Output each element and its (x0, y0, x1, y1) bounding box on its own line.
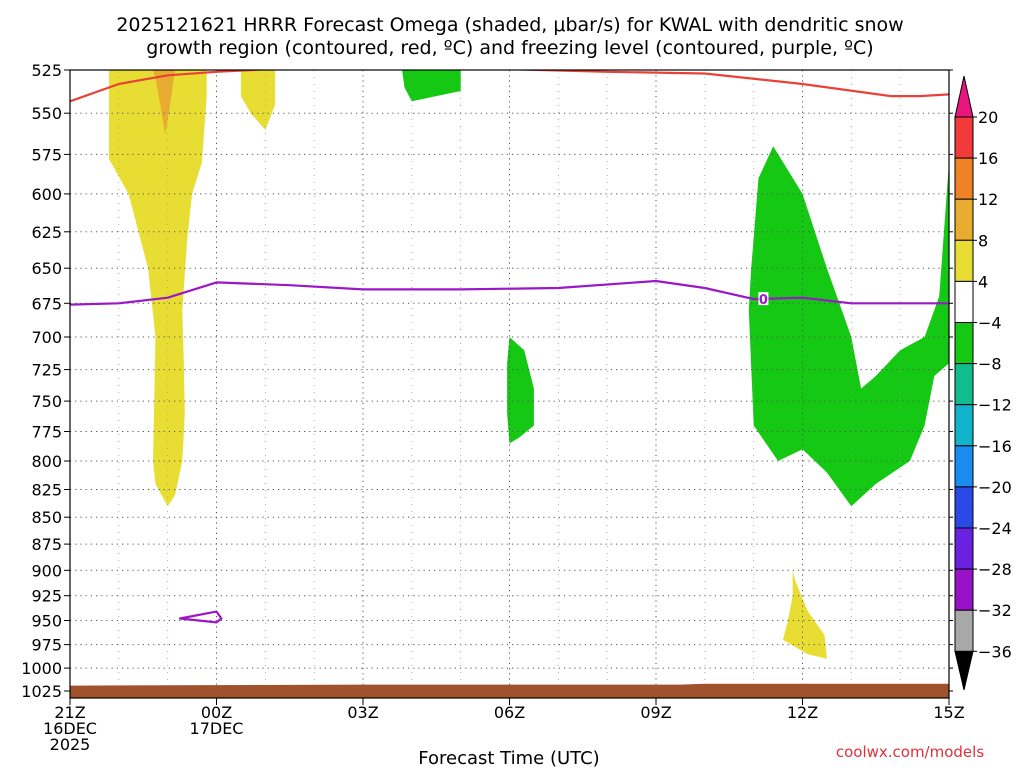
colorbar-label-10: −24 (978, 519, 1012, 538)
colorbar-label-9: −20 (978, 478, 1012, 497)
y-tick-label-8: 725 (31, 361, 62, 380)
y-tick-label-19: 1000 (21, 659, 62, 678)
y-tick-label-3: 600 (31, 185, 62, 204)
colorbar-label-3: 8 (978, 231, 988, 250)
colorbar-label-5: −4 (978, 314, 1002, 333)
shaded-region-6 (748, 146, 949, 507)
x-tick-label-0-1: 16DEC (43, 719, 97, 738)
x-axis-label: Forecast Time (UTC) (418, 748, 599, 768)
shaded-region-2 (240, 70, 276, 130)
colorbar-swatch-9 (954, 486, 974, 529)
chart-title-line-2: growth region (contoured, red, ºC) and f… (146, 37, 873, 59)
terrain-layer (70, 683, 949, 698)
contour-line-1 (70, 279, 949, 306)
contour-lines: 0 (70, 70, 949, 624)
y-tick-label-1: 550 (31, 104, 62, 123)
colorbar-label-0: 20 (978, 108, 998, 127)
colorbar-swatch-6 (954, 363, 974, 406)
colorbar-label-6: −8 (978, 355, 1002, 374)
y-tick-label-10: 775 (31, 423, 62, 442)
colorbar-label-8: −16 (978, 437, 1012, 456)
x-tick-label-4-0: 09Z (640, 703, 671, 722)
y-tick-label-12: 825 (31, 481, 62, 500)
colorbar: 20 16 12 8 4 −4 −8 −12 −16 −20 −24 −28 −32 −36 (954, 75, 1012, 691)
y-tick-label-13: 850 (31, 508, 62, 527)
omega-shading (109, 70, 949, 659)
x-tick-label-6-0: 15Z (933, 703, 964, 722)
colorbar-swatch-4 (954, 280, 974, 323)
colorbar-swatch-8 (954, 445, 974, 488)
colorbar-swatch-3 (954, 239, 974, 282)
y-tick-label-2: 575 (31, 145, 62, 164)
colorbar-label-2: 12 (978, 190, 998, 209)
colorbar-top-arrow (954, 75, 974, 118)
y-tick-label-14: 875 (31, 535, 62, 554)
y-tick-label-17: 950 (31, 612, 62, 631)
colorbar-swatch-2 (954, 198, 974, 241)
contour-line-0 (70, 70, 949, 103)
chart-title-line-1: 2025121621 HRRR Forecast Omega (shaded, … (116, 14, 903, 36)
shaded-region-0 (109, 70, 207, 507)
y-tick-label-15: 900 (31, 561, 62, 580)
y-tick-label-20: 1025 (21, 682, 62, 701)
colorbar-swatch-10 (954, 527, 974, 570)
shaded-region-3 (783, 570, 827, 659)
y-tick-label-0: 525 (31, 61, 62, 80)
colorbar-swatch-5 (954, 322, 974, 365)
x-tick-label-1-0: 00Z (201, 703, 232, 722)
x-tick-label-5-0: 12Z (787, 703, 818, 722)
shaded-region-1 (153, 70, 175, 135)
x-tick-label-0-2: 2025 (50, 735, 91, 754)
x-tick-label-0-0: 21Z (54, 703, 85, 722)
colorbar-label-1: 16 (978, 149, 998, 168)
y-axis: 525 550 575 600 625 650 675 700 725 750 775 800 825 8… (21, 61, 953, 701)
credit-text: coolwx.com/models (836, 743, 984, 761)
colorbar-label-11: −28 (978, 560, 1012, 579)
colorbar-swatch-0 (954, 116, 974, 159)
colorbar-swatch-1 (954, 157, 974, 200)
colorbar-swatch-7 (954, 404, 974, 447)
y-tick-label-9: 750 (31, 392, 62, 411)
colorbar-bottom-arrow (954, 650, 974, 691)
terrain-fill (70, 683, 949, 698)
y-tick-label-7: 700 (31, 328, 62, 347)
contour-line-2 (178, 610, 223, 624)
x-tick-label-2-0: 03Z (347, 703, 378, 722)
colorbar-label-12: −32 (978, 601, 1012, 620)
contour-label-bg (758, 292, 769, 306)
shaded-region-5 (507, 337, 534, 444)
colorbar-swatch-11 (954, 568, 974, 611)
x-tick-label-1-1: 17DEC (190, 719, 244, 738)
shaded-region-4 (402, 70, 461, 102)
colorbar-label-4: 4 (978, 272, 988, 291)
colorbar-label-7: −12 (978, 396, 1012, 415)
y-tick-label-18: 975 (31, 636, 62, 655)
y-tick-label-5: 650 (31, 259, 62, 278)
y-tick-label-4: 625 (31, 223, 62, 242)
x-tick-label-3-0: 06Z (494, 703, 525, 722)
colorbar-swatch-12 (954, 609, 974, 652)
grid-lines (70, 70, 949, 698)
y-tick-label-11: 800 (31, 452, 62, 471)
y-tick-label-6: 675 (31, 294, 62, 313)
contour-label: 0 (759, 293, 768, 308)
y-tick-label-16: 925 (31, 587, 62, 606)
colorbar-label-13: −36 (978, 642, 1012, 661)
